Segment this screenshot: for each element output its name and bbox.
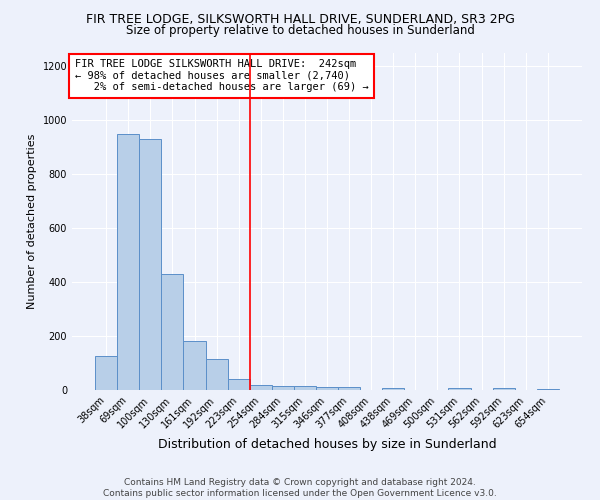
X-axis label: Distribution of detached houses by size in Sunderland: Distribution of detached houses by size … (158, 438, 496, 451)
Bar (227, 378, 250, 390)
Text: Size of property relative to detached houses in Sunderland: Size of property relative to detached ho… (125, 24, 475, 37)
Bar (338, 388, 360, 390)
Bar (250, 384, 272, 390)
Bar (493, 388, 515, 390)
Bar (272, 386, 294, 390)
Y-axis label: Number of detached properties: Number of detached properties (27, 134, 37, 309)
Bar (206, 359, 227, 390)
Text: FIR TREE LODGE, SILKSWORTH HALL DRIVE, SUNDERLAND, SR3 2PG: FIR TREE LODGE, SILKSWORTH HALL DRIVE, S… (86, 12, 514, 26)
Bar (294, 386, 316, 390)
Bar (161, 274, 184, 390)
Bar (139, 139, 161, 390)
Text: FIR TREE LODGE SILKSWORTH HALL DRIVE:  242sqm
← 98% of detached houses are small: FIR TREE LODGE SILKSWORTH HALL DRIVE: 24… (74, 59, 368, 92)
Bar (117, 134, 139, 390)
Bar (448, 388, 470, 390)
Bar (316, 387, 338, 390)
Bar (184, 342, 206, 390)
Bar (537, 388, 559, 390)
Text: Contains HM Land Registry data © Crown copyright and database right 2024.
Contai: Contains HM Land Registry data © Crown c… (103, 478, 497, 498)
Bar (95, 356, 117, 390)
Bar (382, 388, 404, 390)
